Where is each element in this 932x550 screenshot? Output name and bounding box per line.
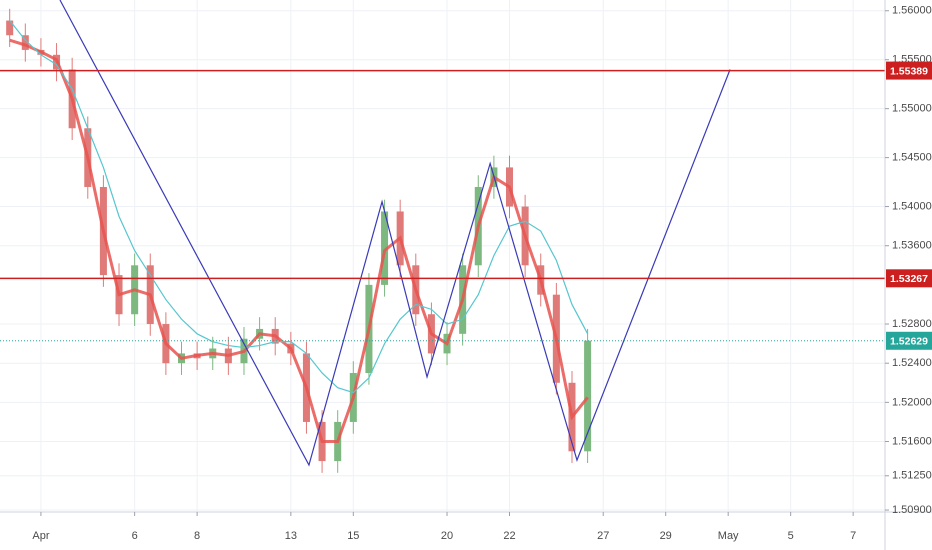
x-tick-label: 6	[132, 530, 138, 542]
y-tick-label: 1.54000	[892, 200, 932, 212]
y-tick-label: 1.56000	[892, 5, 932, 17]
y-tick-label: 1.52000	[892, 396, 932, 408]
x-tick-label: Apr	[32, 530, 49, 542]
y-tick-label: 1.51250	[892, 470, 932, 482]
moving-average	[9, 20, 589, 394]
candle-body	[584, 340, 592, 452]
pattern-line	[59, 0, 731, 467]
price-badge	[886, 269, 932, 288]
x-tick-label: 15	[347, 530, 359, 542]
price-badge-label: 1.55389	[890, 65, 928, 77]
x-tick-label: 13	[285, 530, 297, 542]
x-tick-label: 22	[503, 530, 515, 542]
price-badge	[886, 331, 932, 350]
plot-area	[0, 0, 885, 512]
y-tick-label: 1.51600	[892, 435, 932, 447]
y-tick-label: 1.52400	[892, 357, 932, 369]
y-tick-label: 1.54500	[892, 152, 932, 164]
price-badge-label: 1.52629	[890, 336, 928, 348]
x-tick-label: 5	[788, 530, 794, 542]
price-badge-label: 1.53267	[890, 273, 928, 285]
x-tick-label: 7	[850, 530, 856, 542]
x-tick-label: 20	[441, 530, 453, 542]
moving-average	[9, 38, 589, 444]
x-tick-label: May	[718, 530, 739, 542]
y-tick-label: 1.53600	[892, 240, 932, 252]
x-tick-label: 27	[597, 530, 609, 542]
y-tick-label: 1.50900	[892, 504, 932, 516]
candle-body	[6, 20, 14, 36]
candle-body	[381, 211, 389, 285]
y-tick-label: 1.55000	[892, 103, 932, 115]
price-badge	[886, 61, 932, 80]
y-tick-label: 1.52800	[892, 318, 932, 330]
x-tick-label: 29	[660, 530, 672, 542]
x-tick-label: 8	[194, 530, 200, 542]
candle-body	[21, 35, 29, 50]
